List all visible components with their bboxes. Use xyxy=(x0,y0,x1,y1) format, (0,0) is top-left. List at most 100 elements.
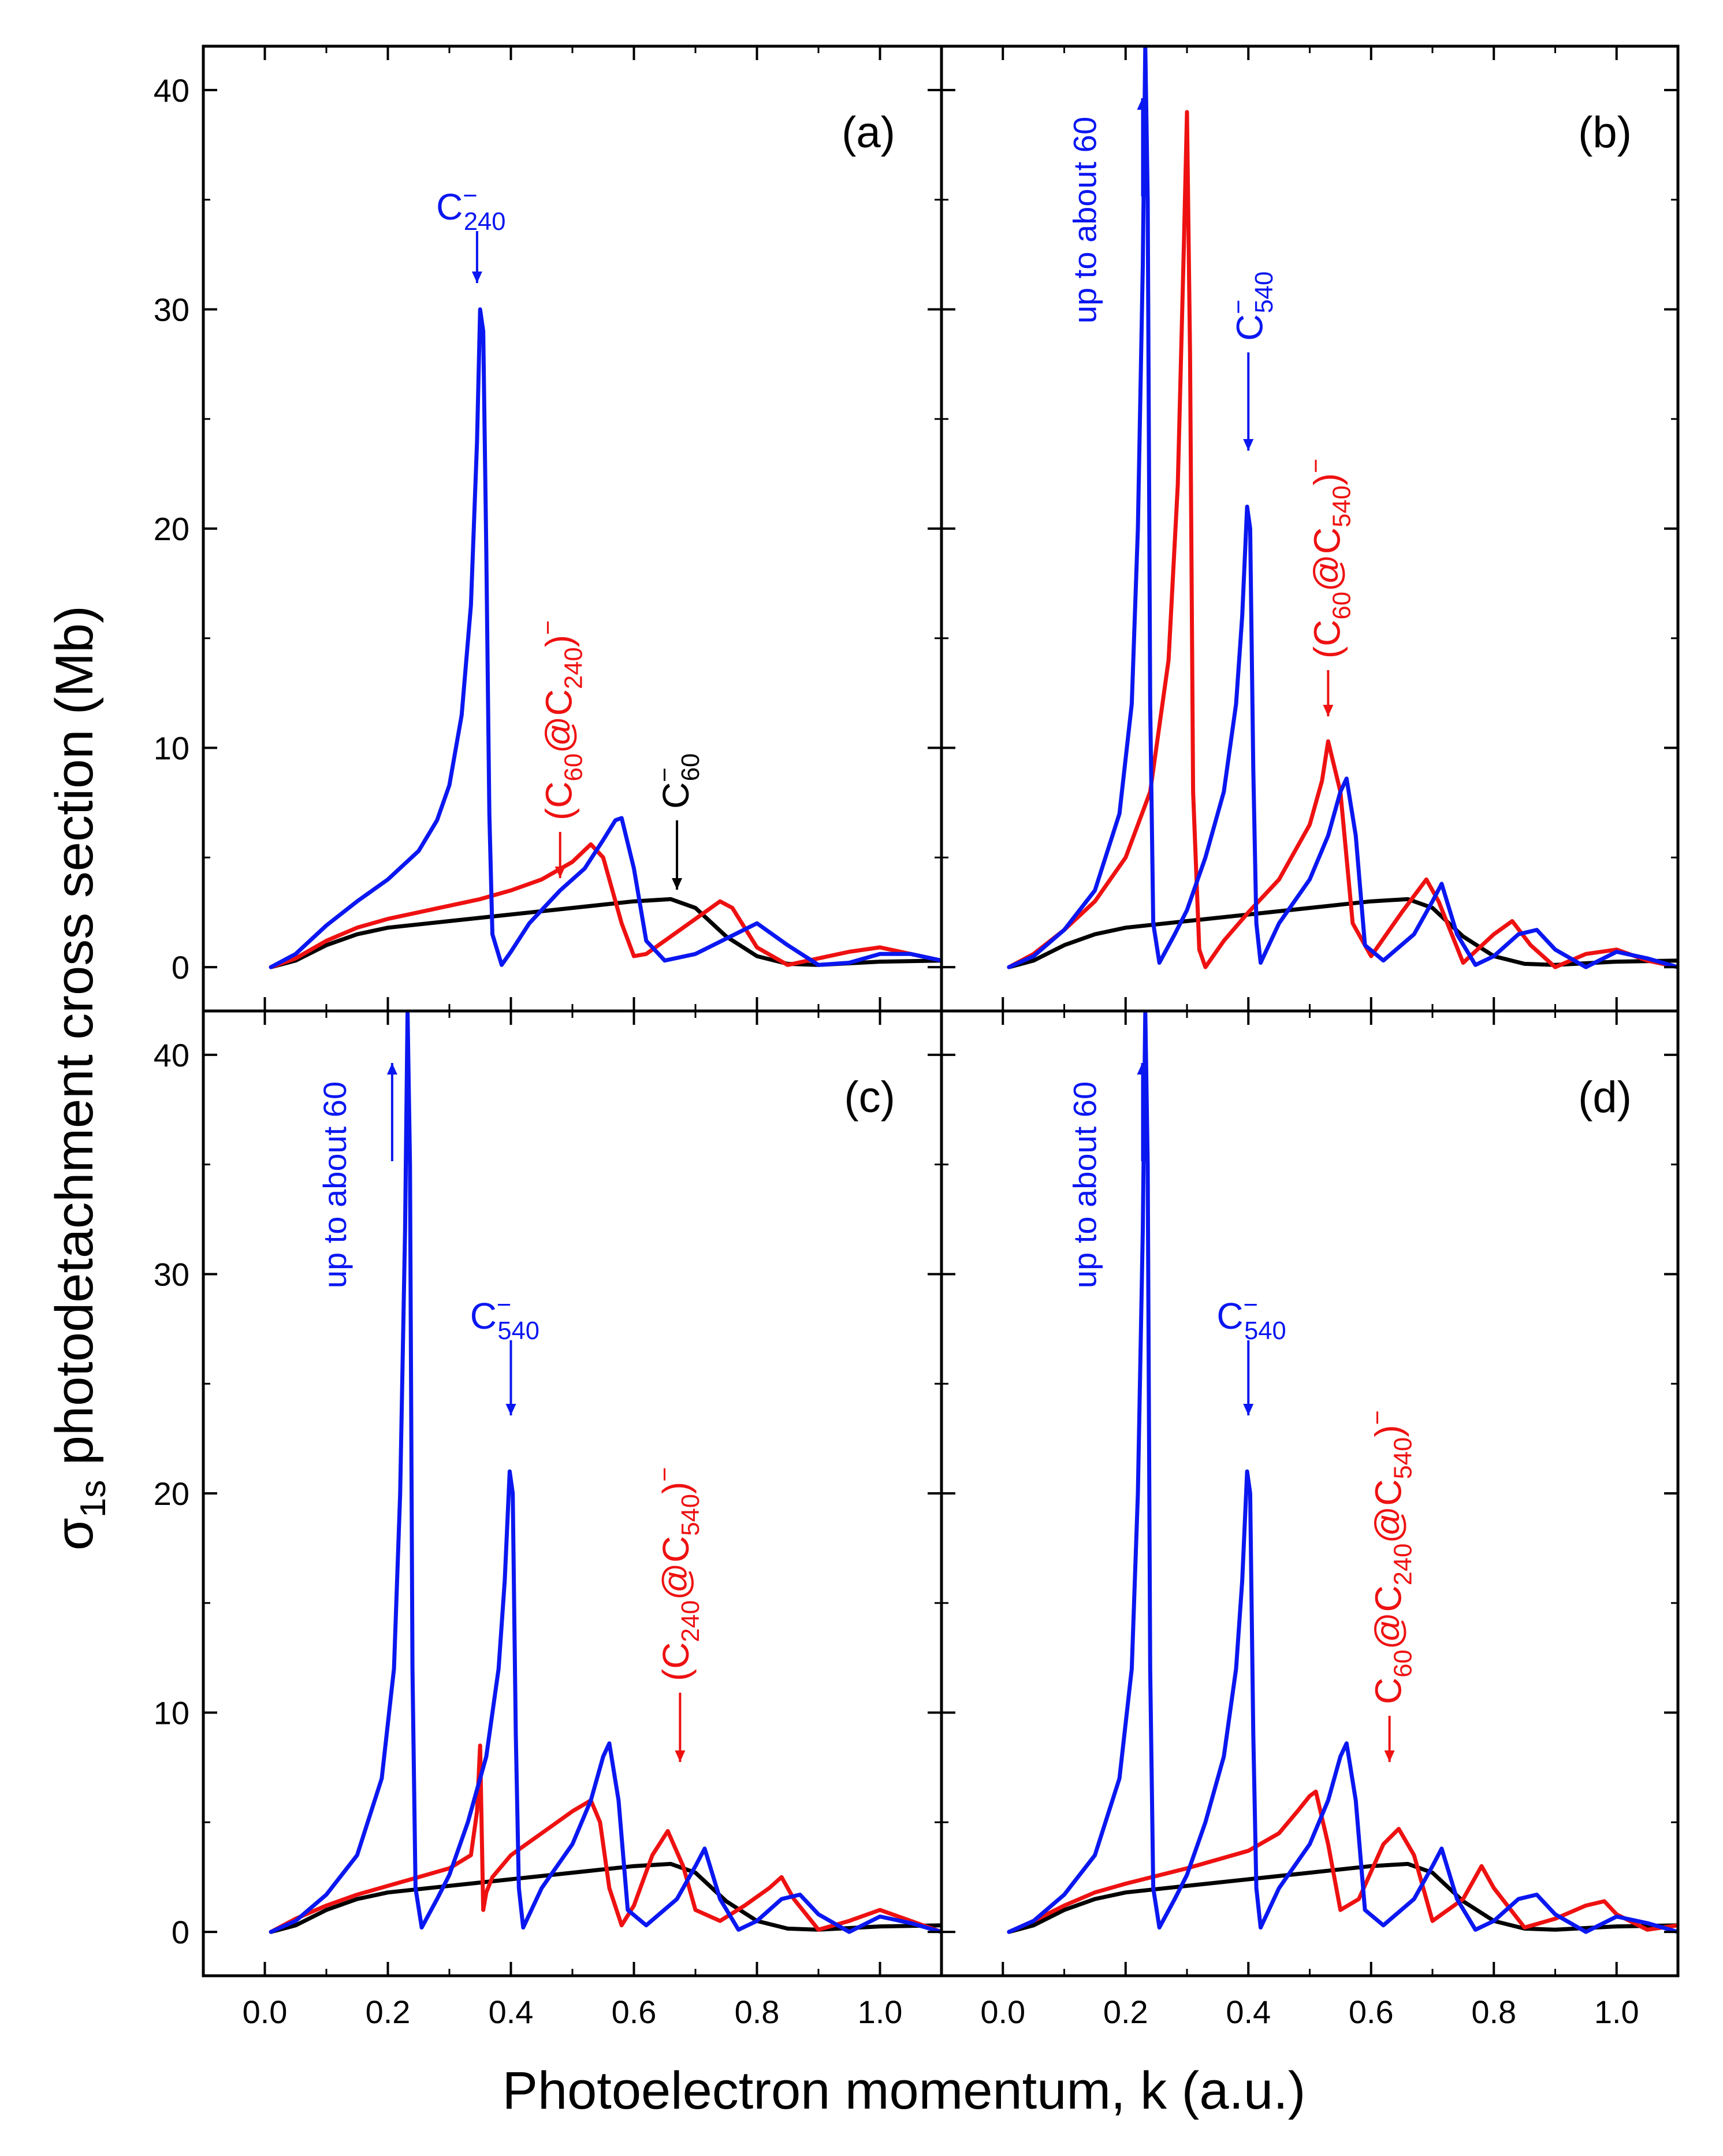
panel-b-series xyxy=(1007,46,1678,969)
x-tick-label-0-0: 0.0 xyxy=(243,1994,288,2030)
label-sub: 540 xyxy=(1244,1317,1286,1345)
y-axis-label-symbol: σ xyxy=(45,1518,104,1551)
label-part: C xyxy=(1216,1295,1243,1337)
label-part: ) xyxy=(655,1482,697,1494)
series-c60-line xyxy=(1007,897,1678,969)
label-part: (C xyxy=(538,781,580,820)
annotation-arrowhead xyxy=(1137,98,1148,110)
annotation-c540-label: C−540 xyxy=(1225,272,1278,341)
y-tick-label-40: 40 xyxy=(154,72,189,109)
x-tick-label-0-2: 0.2 xyxy=(1103,1994,1148,2030)
annotation-c60c240c540-group: C60@C240@C540)− xyxy=(1364,1410,1417,1704)
y-tick-label-10: 10 xyxy=(154,730,189,767)
figure-labels: σ1s photodetachment cross section (Mb) P… xyxy=(45,605,1305,2120)
annotation-up-to-60-group: up to about 60 xyxy=(317,1081,353,1288)
panel-letter-c: (c) xyxy=(844,1073,895,1122)
x-tick-label-1-0: 1.0 xyxy=(858,1994,903,2030)
annotation-c60c240c540-label: C60@C240@C540)− xyxy=(1364,1410,1417,1704)
annotation-arrowhead xyxy=(505,1404,516,1415)
y-tick-label-0: 0 xyxy=(172,949,189,986)
series-c540-line xyxy=(269,1011,941,1934)
y-tick-label-10: 10 xyxy=(154,1695,189,1731)
annotation-up-to-60-label: up to about 60 xyxy=(1067,1081,1103,1288)
annotation-c60c240-label: (C60@C240)− xyxy=(534,620,588,820)
annotation-c240c540-label: (C240@C540)− xyxy=(651,1467,705,1681)
annotation-arrowhead xyxy=(555,867,565,878)
panel-letter-a: (a) xyxy=(842,108,895,157)
y-axis-label-rest: photodetachment cross section (Mb) xyxy=(45,605,104,1480)
label-sup: − xyxy=(651,1467,679,1481)
panel-letter-d: (d) xyxy=(1578,1073,1632,1122)
y-axis-label-sub: 1s xyxy=(73,1480,113,1518)
label-part: C xyxy=(1229,314,1270,341)
label-part: ) xyxy=(538,635,580,647)
series-c240-line xyxy=(269,307,941,969)
label-sub: 240 xyxy=(464,208,506,236)
label-sub: 60 xyxy=(560,753,588,781)
annotation-c60c240-group: (C60@C240)− xyxy=(534,620,588,820)
panel-b-annotations: up to about 60C−540(C60@C540)− xyxy=(1067,98,1356,716)
label-part: C xyxy=(655,782,697,809)
series-c240-c540-line xyxy=(269,1744,941,1934)
annotation-arrowhead xyxy=(1243,439,1254,451)
x-tick-label-0-2: 0.2 xyxy=(366,1994,411,2030)
label-sub: 540 xyxy=(1251,272,1278,314)
annotation-arrowhead xyxy=(1384,1750,1395,1762)
x-tick-label-0-6: 0.6 xyxy=(1349,1994,1394,2030)
label-sub: 60 xyxy=(677,753,705,781)
annotation-arrowhead xyxy=(672,878,683,890)
label-sub: 240 xyxy=(560,647,588,689)
annotation-c60c540-label: (C60@C540)− xyxy=(1302,459,1356,659)
annotation-arrowhead xyxy=(1243,1404,1254,1415)
label-sub: 540 xyxy=(497,1317,539,1345)
label-sup: − xyxy=(1302,459,1330,473)
x-axis-label: Photoelectron momentum, k (a.u.) xyxy=(503,2061,1306,2120)
label-sub: 240 xyxy=(677,1600,705,1642)
panel-a-series xyxy=(269,307,941,969)
annotation-c60-label: C−60 xyxy=(651,753,705,809)
annotation-c540-label: C−540 xyxy=(470,1291,539,1345)
x-tick-label-0-6: 0.6 xyxy=(612,1994,657,2030)
label-part: @C xyxy=(1368,1479,1409,1543)
label-sup: − xyxy=(1225,299,1252,314)
annotation-c60c540-group: (C60@C540)− xyxy=(1302,459,1356,659)
y-tick-label-40: 40 xyxy=(154,1037,189,1073)
x-tick-label-1-0: 1.0 xyxy=(1594,1994,1639,2030)
label-part: (C xyxy=(655,1642,697,1681)
label-part: @C xyxy=(538,689,580,753)
annotation-c60-group: C−60 xyxy=(651,753,705,809)
panel-d-series xyxy=(1007,1011,1678,1934)
y-axis-label: σ1s photodetachment cross section (Mb) xyxy=(45,605,113,1551)
label-part: C xyxy=(470,1295,497,1337)
label-part: C xyxy=(1368,1678,1409,1704)
annotation-c540-group: C−540 xyxy=(1225,272,1278,341)
label-sup: − xyxy=(463,182,477,210)
label-sub: 60 xyxy=(1390,1649,1417,1677)
x-tick-label-0-4: 0.4 xyxy=(1226,1994,1271,2030)
panel-a-annotations: C− 240(C60@C240)−C−60 xyxy=(436,182,705,890)
label-part: @C xyxy=(655,1536,697,1600)
series-c60-c240-c540-line xyxy=(1007,1789,1678,1934)
label-sup: − xyxy=(1364,1410,1391,1425)
y-tick-label-30: 30 xyxy=(154,291,189,328)
annotation-c240-label: C− 240 xyxy=(436,182,505,236)
panel-b: (b)up to about 60C−540(C60@C540)− xyxy=(940,44,1680,1013)
label-sub: 540 xyxy=(1390,1437,1417,1480)
x-tick-label-0-8: 0.8 xyxy=(1471,1994,1516,2030)
label-part: @C xyxy=(1306,527,1348,592)
series-c60-line xyxy=(269,1861,941,1934)
label-part: ) xyxy=(1306,473,1348,485)
annotation-c240c540-group: (C240@C540)− xyxy=(651,1467,705,1681)
panel-c-series xyxy=(269,1011,941,1934)
label-sup: − xyxy=(534,620,562,635)
label-sup: − xyxy=(651,767,679,782)
label-part: C xyxy=(436,186,463,228)
series-c540-line xyxy=(1007,1011,1678,1934)
label-part: @C xyxy=(1368,1585,1409,1649)
annotation-up-to-60-group: up to about 60 xyxy=(1067,117,1103,324)
y-tick-label-0: 0 xyxy=(172,1914,189,1950)
